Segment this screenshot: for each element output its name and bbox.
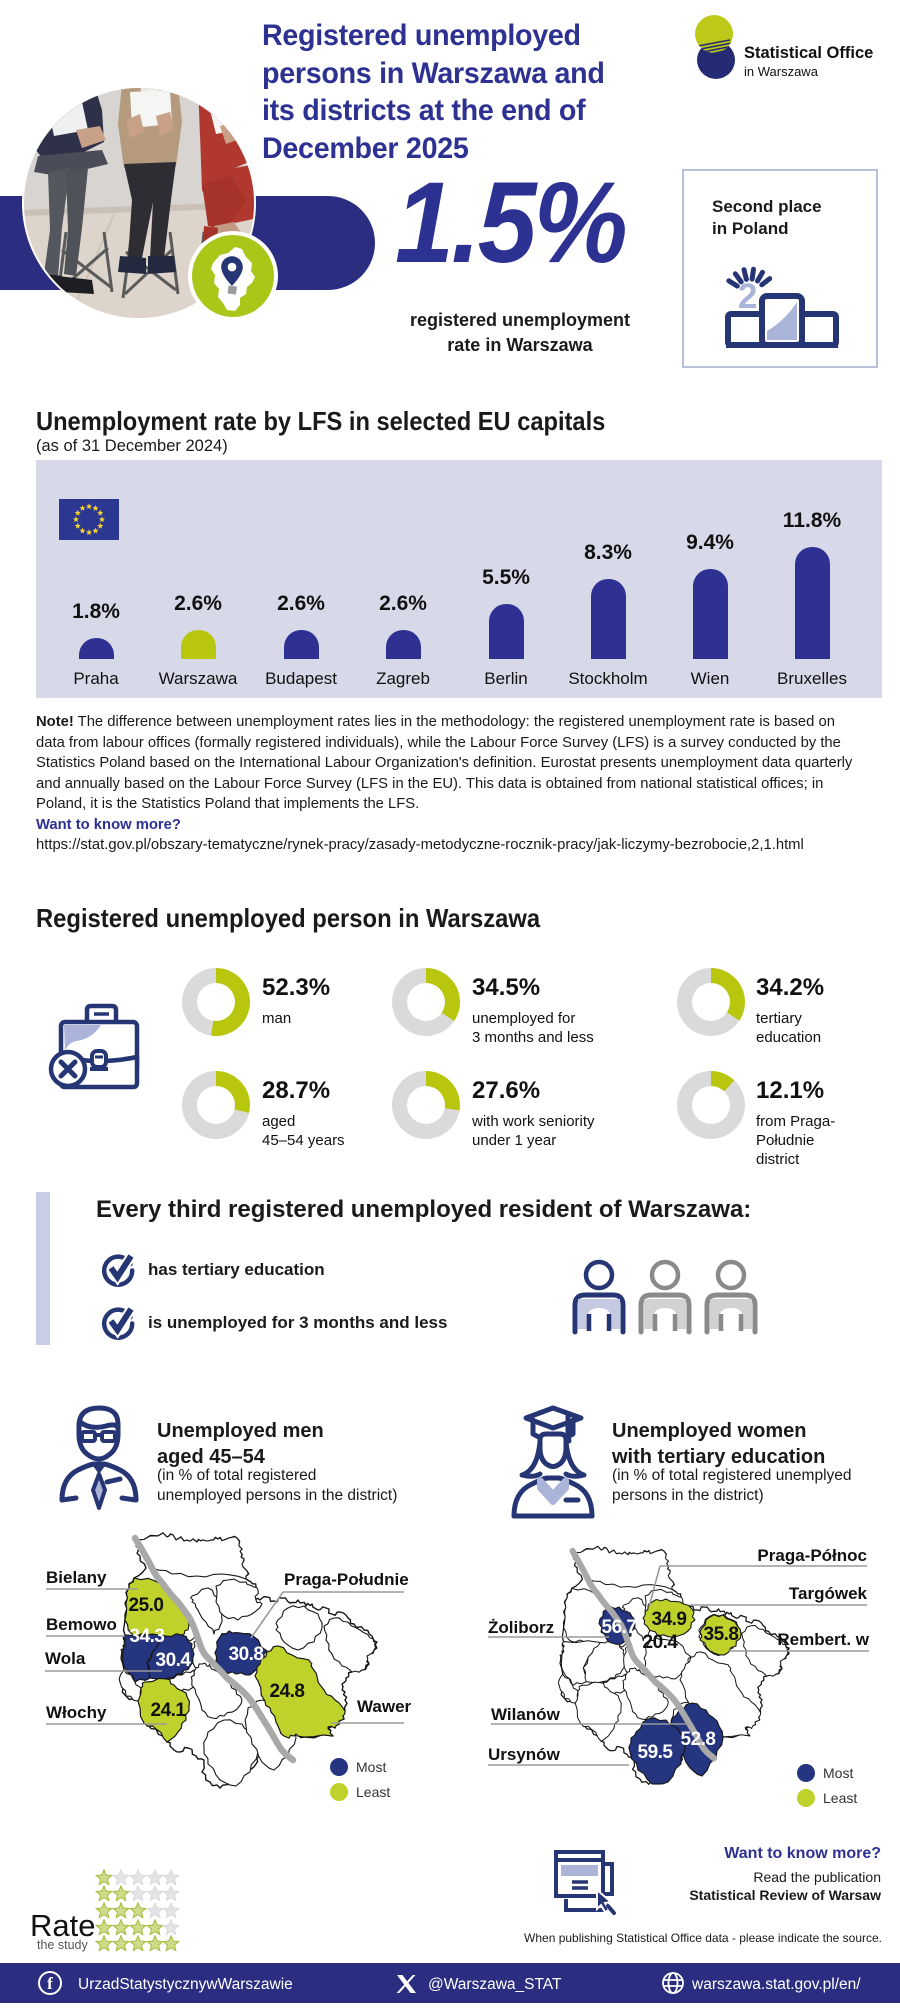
svg-text:the study: the study [37,1938,88,1952]
svg-text:Żoliborz: Żoliborz [488,1618,554,1637]
svg-text:Rembert. w: Rembert. w [777,1630,869,1649]
svg-text:Ursynów: Ursynów [488,1745,561,1764]
svg-text:56.7: 56.7 [602,1617,637,1638]
svg-text:Most: Most [356,1759,386,1775]
svg-text:30.4: 30.4 [156,1650,192,1671]
svg-text:20.4: 20.4 [643,1632,679,1653]
svg-text:Praga-Południe: Praga-Południe [284,1570,409,1589]
svg-text:25.0: 25.0 [129,1595,164,1616]
svg-text:2: 2 [738,277,757,316]
svg-text:34.9: 34.9 [652,1609,687,1630]
svg-text:Most: Most [823,1765,853,1781]
svg-text:in Warszawa: in Warszawa [744,64,819,79]
svg-text:Least: Least [823,1790,857,1806]
svg-text:35.8: 35.8 [704,1624,739,1645]
svg-text:Wola: Wola [45,1649,86,1668]
svg-text:Praga-Północ: Praga-Północ [757,1546,867,1565]
svg-text:Bemowo: Bemowo [46,1615,117,1634]
svg-text:24.8: 24.8 [270,1681,305,1702]
svg-text:Least: Least [356,1784,390,1800]
svg-text:30.8: 30.8 [229,1644,264,1665]
svg-text:Rate: Rate [30,1908,95,1943]
svg-text:Statistical Office: Statistical Office [744,44,873,62]
svg-text:24.1: 24.1 [151,1700,187,1721]
svg-text:Bielany: Bielany [46,1568,107,1587]
svg-text:@Warszawa_STAT: @Warszawa_STAT [428,1976,562,1993]
svg-text:59.5: 59.5 [638,1742,674,1763]
svg-text:warszawa.stat.gov.pl/en/: warszawa.stat.gov.pl/en/ [691,1976,861,1993]
svg-text:Wilanów: Wilanów [491,1705,561,1724]
svg-text:34.3: 34.3 [130,1626,165,1647]
svg-text:f: f [47,1974,53,1993]
svg-text:52.8: 52.8 [681,1729,716,1750]
svg-text:UrzadStatystycznywWarszawie: UrzadStatystycznywWarszawie [78,1976,293,1993]
svg-text:Targówek: Targówek [789,1584,868,1603]
svg-text:Wawer: Wawer [357,1697,412,1716]
svg-text:Włochy: Włochy [46,1703,107,1722]
